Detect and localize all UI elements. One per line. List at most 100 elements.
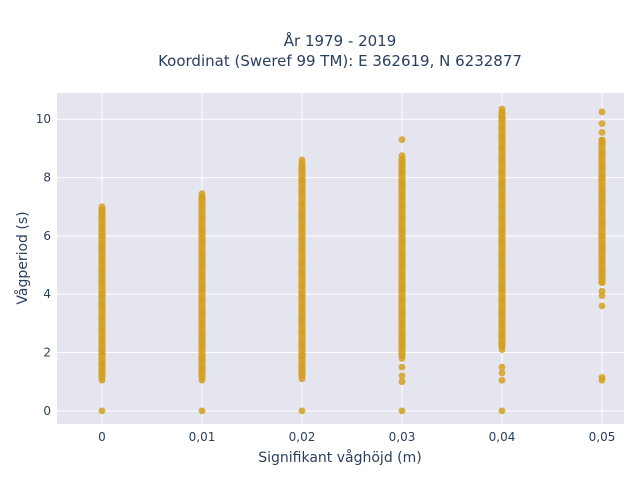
data-point [498,346,506,354]
data-point [398,378,406,386]
data-point [398,319,406,327]
data-point [198,249,206,257]
data-point [598,150,606,158]
data-point [498,331,506,339]
data-point [298,223,306,231]
data-point [598,120,606,128]
data-point [198,407,206,415]
data-point [398,249,406,257]
y-tick-label: 6 [43,229,51,243]
data-point [498,319,506,327]
data-point [98,203,106,211]
data-point [298,270,306,278]
data-point [598,232,606,240]
data-point [298,407,306,415]
data-point [298,375,306,383]
data-point [298,293,306,301]
data-point [598,302,606,310]
data-point [498,238,506,246]
data-point [298,247,306,254]
data-point [198,308,206,316]
data-point [398,191,406,199]
data-point [498,168,506,176]
data-point [298,282,306,289]
data-point [498,363,506,371]
data-point [498,215,506,222]
data-point [198,203,206,211]
data-point [98,215,106,222]
data-point [598,174,606,181]
data-point [298,258,306,266]
x-axis-ticks: 0 0,01 0,02 0,03 0,04 0,05 [98,430,615,444]
data-point [198,354,206,362]
data-point [598,287,606,295]
data-point [498,284,506,292]
data-point [498,369,506,377]
data-point [598,279,606,286]
data-point [98,267,106,275]
data-point [398,296,406,304]
y-axis-title: Vågperiod (s) [14,211,31,304]
x-tick-label: 0,05 [589,430,616,444]
data-point [298,156,306,164]
data-point [298,177,306,184]
data-point [98,314,106,321]
y-axis-ticks: 0 2 4 6 8 10 [36,112,51,418]
data-point [598,267,606,275]
data-point [598,255,606,263]
data-point [498,180,506,187]
data-point [598,197,606,205]
data-point [198,319,206,327]
data-point [198,343,206,351]
data-points [98,105,606,415]
data-point [498,249,506,257]
data-point [198,273,206,281]
data-point [398,407,406,415]
data-point [298,188,306,196]
data-point [398,159,406,167]
data-point [598,139,606,146]
data-point [498,273,506,281]
y-tick-label: 10 [36,112,51,126]
data-point [198,366,206,374]
data-point [198,238,206,246]
data-point [598,373,606,381]
data-point [398,180,406,187]
data-point [498,340,506,348]
data-point [398,136,406,144]
data-point [398,308,406,316]
data-point [98,302,106,310]
data-point [498,226,506,234]
chart-title-line2: Koordinat (Sweref 99 TM): E 362619, N 62… [158,52,522,70]
data-point [398,343,406,351]
data-point [98,209,106,216]
data-point [298,317,306,324]
data-point [398,238,406,246]
x-tick-label: 0,01 [189,430,216,444]
data-point [298,363,306,371]
data-point [398,284,406,292]
data-point [98,244,106,251]
data-point [498,296,506,304]
data-point [398,203,406,211]
plot-area [57,93,624,424]
data-point [498,308,506,316]
data-point [198,261,206,269]
data-point [98,232,106,240]
data-point [398,372,406,380]
data-point [98,369,106,377]
data-point [498,124,506,132]
data-point [298,328,306,336]
data-point [398,226,406,234]
data-point [198,215,206,222]
data-point [398,168,406,176]
data-point [498,156,506,164]
data-point [598,244,606,251]
x-axis-title: Signifikant våghöjd (m) [258,449,421,466]
data-point [498,105,506,113]
data-point [198,190,206,198]
data-point [598,220,606,228]
data-point [398,363,406,371]
data-point [398,215,406,222]
